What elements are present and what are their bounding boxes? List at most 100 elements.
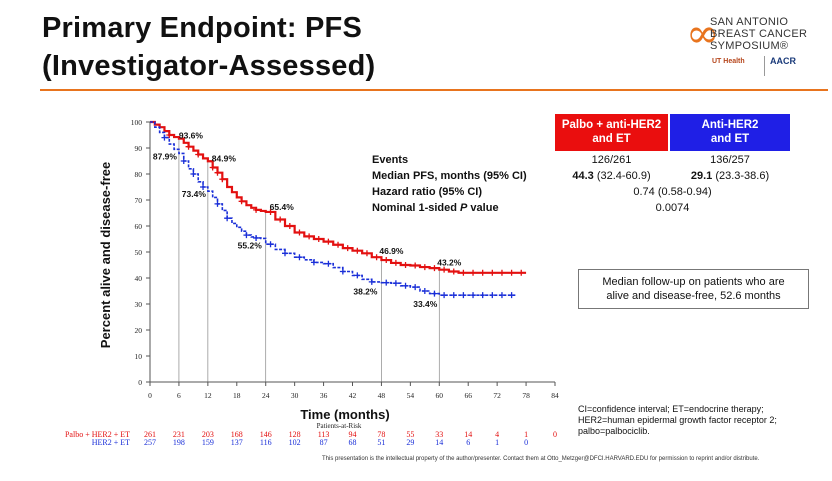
median-pfs-control-value: 29.1 (690, 170, 713, 182)
survival-annotation: 46.9% (379, 246, 404, 256)
survival-annotation: 73.4% (182, 189, 207, 199)
control-censor-mark (224, 215, 231, 222)
palbo-censor-mark (315, 236, 322, 242)
palbo-censor-mark (277, 216, 284, 223)
palbo-censor-mark (431, 265, 438, 272)
at-risk-value: 1 (495, 438, 499, 447)
palbo-censor-mark (325, 238, 332, 245)
control-censor-mark (368, 278, 375, 285)
chart-censor-marks (161, 132, 525, 299)
palbo-censor-mark (214, 169, 221, 176)
control-censor-mark (421, 288, 428, 294)
survival-annotation: 84.9% (212, 153, 237, 163)
y-tick-label: 100 (131, 118, 143, 127)
palbo-censor-mark (195, 151, 202, 158)
y-tick-label: 40 (135, 274, 143, 283)
at-risk-value: 257 (144, 438, 156, 447)
control-censor-mark (180, 158, 187, 164)
palbo-censor-mark (450, 268, 457, 275)
y-tick-label: 20 (135, 326, 143, 335)
row-label-hazard-ratio: Hazard ratio (95% CI) (372, 186, 483, 198)
chart-annotations: 93.6% 84.9% 65.4% 46.9% 43.2% 87.9% 73.4% 55.2%… (153, 131, 462, 310)
x-tick-label: 78 (522, 391, 530, 400)
palbo-censor-mark (383, 257, 390, 264)
median-pfs-control: 29.1 (23.3-38.6) (670, 170, 790, 182)
at-risk-value: 33 (435, 430, 443, 439)
logo-line3: SYMPOSIUM® (710, 40, 789, 52)
x-tick-label: 30 (291, 391, 299, 400)
p-label-pre: Nominal 1-sided (372, 202, 461, 214)
control-censor-mark (267, 241, 274, 248)
title-divider (40, 89, 828, 91)
y-tick-label: 90 (135, 144, 143, 153)
palbo-censor-mark (296, 229, 303, 236)
survival-annotation: 33.4% (413, 299, 438, 309)
events-control: 136/257 (710, 154, 750, 166)
logo-divider (764, 56, 765, 76)
events-palbo: 126/261 (591, 154, 632, 166)
survival-annotation: 55.2% (238, 240, 263, 250)
palbo-censor-mark (238, 198, 245, 205)
palbo-censor-mark (470, 269, 477, 276)
y-axis-label: Percent alive and disease-free (98, 162, 113, 348)
x-tick-label: 42 (349, 391, 357, 400)
at-risk-value: 261 (144, 430, 156, 439)
control-censor-mark (243, 232, 250, 239)
control-arm-header: Anti-HER2 and ET (670, 114, 790, 151)
at-risk-value: 4 (495, 430, 499, 439)
palbo-censor-mark (460, 269, 467, 276)
survival-annotation: 38.2% (353, 287, 378, 297)
at-risk-value: 6 (466, 438, 470, 447)
palbo-censor-mark (185, 143, 192, 150)
control-censor-mark (508, 292, 515, 299)
y-tick-label: 70 (135, 196, 143, 205)
at-risk-value: 87 (320, 438, 328, 447)
palbo-censor-mark (219, 176, 226, 183)
control-censor-mark (431, 290, 438, 297)
footnote-line3: palbo=palbociclib. (578, 426, 650, 436)
control-censor-mark (296, 254, 303, 261)
control-censor-mark (214, 200, 221, 207)
control-censor-mark (383, 279, 390, 286)
control-censor-mark (450, 292, 457, 299)
at-risk-value: 168 (231, 430, 243, 439)
at-risk-value: 55 (406, 430, 414, 439)
patients-at-risk-table: Patients-at-Risk Palbo + HER2 + ET 261 231 2… (65, 422, 557, 447)
at-risk-value: 14 (435, 438, 443, 447)
control-censor-mark (402, 282, 409, 289)
x-tick-label: 60 (436, 391, 444, 400)
aacr-logo: AACR (770, 56, 796, 66)
at-risk-value: 0 (524, 438, 528, 447)
control-censor-mark (498, 292, 505, 299)
at-risk-value: 29 (406, 438, 414, 447)
control-censor-mark (392, 280, 399, 287)
control-censor-mark (489, 292, 496, 299)
abbreviations-footnote: CI=confidence interval; ET=endocrine the… (578, 404, 818, 437)
y-tick-label: 10 (135, 352, 143, 361)
median-pfs-palbo-ci: (32.4-60.9) (593, 170, 651, 182)
palbo-censor-mark (166, 132, 173, 138)
palbo-censor-mark (344, 245, 351, 252)
p-label-italic: P (460, 202, 468, 214)
control-censor-mark (310, 259, 317, 266)
control-censor-mark (470, 292, 477, 299)
median-pfs-palbo-value: 44.3 (572, 170, 594, 182)
control-censor-mark (282, 250, 288, 257)
control-censor-mark (161, 134, 168, 141)
at-risk-value: 159 (202, 438, 214, 447)
median-pfs-control-ci: (23.3-38.6) (712, 170, 770, 182)
at-risk-value: 137 (231, 438, 243, 447)
logo-line2: BREAST CANCER (710, 28, 808, 40)
row-label-median-pfs: Median PFS, months (95% CI) (372, 170, 527, 182)
ribbon-icon: ∞ (686, 11, 720, 57)
hazard-ratio-value: 0.74 (0.58-0.94) (633, 186, 712, 198)
at-risk-value: 14 (464, 430, 472, 439)
x-axis-label: Time (months) (300, 407, 389, 422)
palbo-censor-mark (373, 254, 380, 261)
footnote-line2: HER2=human epidermal growth factor recep… (578, 415, 777, 425)
at-risk-value: 0 (553, 430, 557, 439)
copyright-notice: This presentation is the intellectual pr… (322, 456, 760, 462)
palbo-censor-mark (402, 262, 409, 268)
